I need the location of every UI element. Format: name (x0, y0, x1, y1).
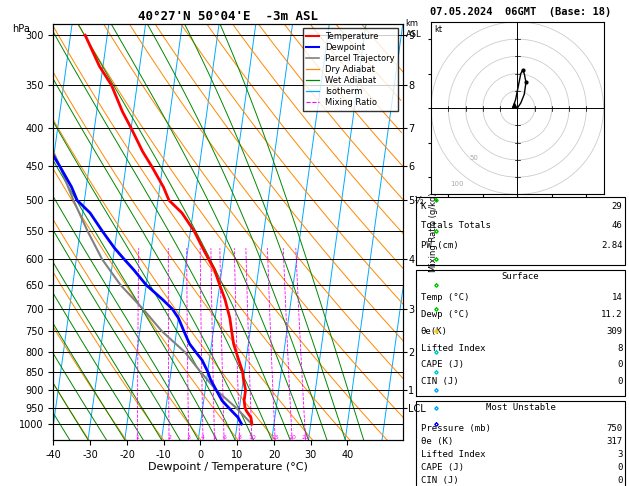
Text: CAPE (J): CAPE (J) (421, 361, 464, 369)
Text: 2: 2 (167, 435, 171, 440)
Text: Lifted Index: Lifted Index (421, 450, 485, 459)
Text: 309: 309 (606, 327, 623, 336)
X-axis label: Dewpoint / Temperature (°C): Dewpoint / Temperature (°C) (148, 462, 308, 472)
Text: Surface: Surface (502, 272, 539, 281)
Text: 25: 25 (302, 435, 309, 440)
Title: 40°27'N 50°04'E  -3m ASL: 40°27'N 50°04'E -3m ASL (138, 10, 318, 23)
Text: 0: 0 (617, 377, 623, 386)
Text: kt: kt (435, 25, 443, 34)
Text: 4: 4 (201, 435, 205, 440)
Text: Most Unstable: Most Unstable (486, 403, 555, 413)
Text: Temp (°C): Temp (°C) (421, 293, 469, 302)
Text: 8: 8 (238, 435, 242, 440)
Legend: Temperature, Dewpoint, Parcel Trajectory, Dry Adiabat, Wet Adiabat, Isotherm, Mi: Temperature, Dewpoint, Parcel Trajectory… (303, 29, 398, 111)
Text: 3: 3 (187, 435, 191, 440)
Text: Totals Totals: Totals Totals (421, 221, 491, 230)
Text: 3: 3 (617, 450, 623, 459)
Text: CAPE (J): CAPE (J) (421, 463, 464, 472)
Text: 0: 0 (617, 475, 623, 485)
Text: 15: 15 (271, 435, 279, 440)
Text: θe(K): θe(K) (421, 327, 448, 336)
Text: 14: 14 (612, 293, 623, 302)
Text: 2.84: 2.84 (601, 241, 623, 250)
Text: 6: 6 (222, 435, 226, 440)
Text: Pressure (mb): Pressure (mb) (421, 424, 491, 434)
Text: 29: 29 (612, 202, 623, 211)
Text: 750: 750 (606, 424, 623, 434)
Text: K: K (421, 202, 426, 211)
Text: 50: 50 (470, 155, 479, 161)
Text: 317: 317 (606, 437, 623, 446)
Text: CIN (J): CIN (J) (421, 377, 459, 386)
Text: 5: 5 (213, 435, 216, 440)
Text: 100: 100 (450, 181, 464, 187)
Text: PW (cm): PW (cm) (421, 241, 459, 250)
Text: 07.05.2024  06GMT  (Base: 18): 07.05.2024 06GMT (Base: 18) (430, 7, 611, 17)
Text: 0: 0 (617, 463, 623, 472)
Y-axis label: Mixing Ratio (g/kg): Mixing Ratio (g/kg) (428, 192, 438, 272)
Text: 46: 46 (612, 221, 623, 230)
Text: km
ASL: km ASL (406, 19, 421, 39)
Text: Lifted Index: Lifted Index (421, 344, 485, 353)
Text: 8: 8 (617, 344, 623, 353)
Text: hPa: hPa (13, 24, 30, 35)
Text: 10: 10 (248, 435, 256, 440)
Text: 0: 0 (617, 361, 623, 369)
Text: 11.2: 11.2 (601, 310, 623, 319)
Text: Dewp (°C): Dewp (°C) (421, 310, 469, 319)
Text: 20: 20 (288, 435, 296, 440)
Text: 1: 1 (135, 435, 140, 440)
Text: θe (K): θe (K) (421, 437, 453, 446)
Text: CIN (J): CIN (J) (421, 475, 459, 485)
